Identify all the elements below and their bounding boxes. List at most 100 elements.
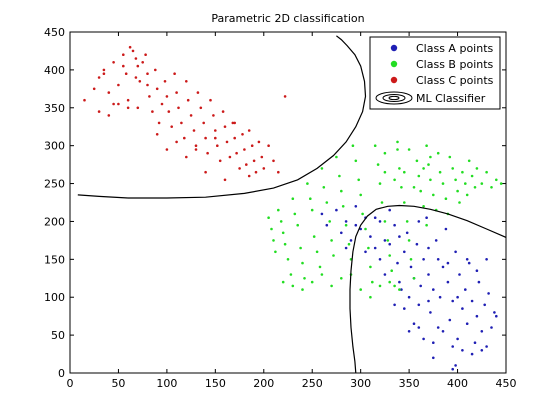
data-point <box>475 167 479 170</box>
data-point <box>403 201 406 204</box>
data-point <box>325 201 329 204</box>
data-point <box>398 235 401 238</box>
data-point <box>425 216 428 219</box>
data-point <box>250 144 254 147</box>
data-point <box>436 326 440 329</box>
data-point <box>383 170 387 174</box>
data-point <box>456 337 459 341</box>
data-point <box>405 220 409 223</box>
data-point <box>458 201 461 204</box>
data-point <box>432 288 435 291</box>
data-point <box>165 148 169 151</box>
data-point <box>477 280 481 284</box>
data-point <box>330 284 333 288</box>
data-point <box>412 322 416 326</box>
data-point <box>303 277 306 280</box>
legend-marker-classifier <box>375 91 413 105</box>
data-point <box>456 189 459 193</box>
data-point <box>422 337 425 341</box>
data-point <box>185 80 188 83</box>
data-point <box>454 178 457 182</box>
data-point <box>438 170 442 174</box>
legend-label-class-b: Class B points <box>416 58 494 71</box>
data-point <box>393 303 396 307</box>
data-point <box>429 311 432 314</box>
series-layer <box>83 45 503 371</box>
data-point <box>378 182 382 185</box>
data-point <box>214 136 217 140</box>
data-point <box>83 98 86 102</box>
data-point <box>432 193 435 197</box>
data-point <box>199 106 203 110</box>
data-point <box>212 114 215 117</box>
data-point <box>398 288 401 291</box>
data-point <box>283 95 287 98</box>
legend-marker-class-b <box>390 60 398 68</box>
data-point <box>398 280 401 284</box>
data-point <box>403 250 406 254</box>
data-point <box>293 212 297 216</box>
data-point <box>185 155 188 159</box>
y-tick-label: 250 <box>44 178 65 191</box>
data-point <box>157 121 161 125</box>
x-tick-label: 0 <box>67 377 74 390</box>
data-point <box>310 208 314 212</box>
data-point <box>344 246 348 250</box>
data-point <box>167 110 171 113</box>
data-point <box>499 182 503 185</box>
data-point <box>485 345 488 348</box>
data-point <box>194 144 198 147</box>
data-point <box>272 239 275 242</box>
data-point <box>465 322 469 326</box>
y-tick-label: 400 <box>44 64 65 77</box>
data-point <box>252 159 256 163</box>
data-point <box>403 170 406 174</box>
data-point <box>328 220 332 223</box>
data-point <box>231 121 235 125</box>
data-point <box>369 265 372 269</box>
data-point <box>270 227 273 231</box>
data-point <box>383 239 387 242</box>
data-point <box>148 95 151 98</box>
data-point <box>267 144 270 147</box>
data-point <box>241 133 244 136</box>
data-point <box>388 242 392 246</box>
data-point <box>160 102 164 106</box>
data-point <box>359 193 363 197</box>
data-point <box>92 87 96 91</box>
data-point <box>487 292 490 295</box>
data-point <box>136 64 140 68</box>
x-tick-label: 150 <box>205 377 226 390</box>
data-point <box>367 246 370 250</box>
data-point <box>393 178 396 182</box>
data-point <box>291 197 295 200</box>
data-point <box>286 258 290 261</box>
data-point <box>467 159 471 163</box>
data-point <box>134 76 138 79</box>
data-point <box>461 349 464 352</box>
data-point <box>138 80 142 83</box>
data-point <box>218 159 222 163</box>
data-point <box>458 273 461 276</box>
legend-label-class-a: Class A points <box>416 42 494 55</box>
data-point <box>340 231 343 235</box>
data-point <box>432 356 435 360</box>
data-point <box>97 110 101 113</box>
data-point <box>257 140 261 144</box>
data-point <box>456 295 459 299</box>
data-point <box>170 125 173 128</box>
axes: 0 50 100 150 200 250 300 350 400 450 0 50 100 150 200 2… <box>44 26 517 390</box>
data-point <box>151 110 154 113</box>
data-point <box>407 148 411 151</box>
x-tick-label: 350 <box>399 377 420 390</box>
data-point <box>204 136 207 140</box>
data-point <box>146 83 149 87</box>
series-2 <box>83 45 287 182</box>
data-point <box>412 277 416 280</box>
data-point <box>446 261 450 265</box>
y-tick-label: 350 <box>44 102 65 115</box>
data-point <box>180 121 183 125</box>
data-point <box>124 72 128 75</box>
data-point <box>390 269 394 273</box>
